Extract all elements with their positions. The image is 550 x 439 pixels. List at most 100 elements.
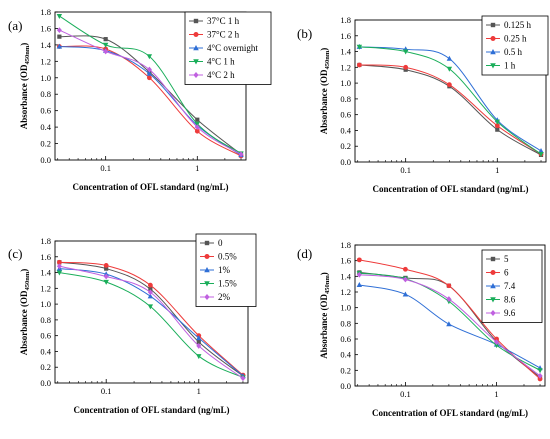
x-tick-label: 0.1 xyxy=(100,163,111,173)
data-point xyxy=(356,282,363,288)
legend-swatch-marker xyxy=(490,36,496,41)
data-point xyxy=(356,62,362,68)
data-point xyxy=(56,27,62,33)
y-tick-label: 0.0 xyxy=(340,157,351,167)
legend-swatch-marker xyxy=(193,59,199,65)
data-point xyxy=(240,375,246,382)
x-tick-label: 1 xyxy=(495,165,499,175)
y-tick-label: 1.4 xyxy=(40,40,51,50)
y-tick-label: 1.8 xyxy=(40,236,51,246)
chart-panel-4: (d) 0.0 0.2 0.4 0.6 0.8 1.0 1.2 1.4 1.6 1.8 0.1 1 Con… xyxy=(297,240,546,418)
legend-swatch-marker xyxy=(490,49,496,55)
y-tick-label: 0.4 xyxy=(40,346,51,356)
y-tick-label: 0.8 xyxy=(340,318,351,328)
legend-label: 4°C overnight xyxy=(207,43,258,53)
data-point xyxy=(493,343,500,349)
data-point xyxy=(446,82,452,88)
legend-swatch-marker xyxy=(490,256,496,262)
data-point xyxy=(538,148,544,154)
data-point xyxy=(194,128,200,134)
y-tick-label: 1.6 xyxy=(340,256,351,266)
data-point xyxy=(494,339,500,346)
data-point xyxy=(103,263,109,268)
y-axis-title: Absorbance (OD450nm) xyxy=(319,48,331,135)
y-tick-label: 1.4 xyxy=(340,47,351,57)
x-tick-label: 0.1 xyxy=(400,165,411,175)
legend-label: 9.6 xyxy=(504,308,516,318)
data-point xyxy=(494,123,500,129)
y-tick-label: 1.8 xyxy=(340,15,351,25)
legend-swatch-marker xyxy=(204,281,210,287)
legend-swatch-marker xyxy=(490,310,496,316)
x-axis-title: Concentration of OFL standard (ng/mL) xyxy=(372,408,528,418)
data-point xyxy=(356,257,362,263)
panel-label: (d) xyxy=(297,246,312,261)
legend-swatch-marker xyxy=(204,254,210,259)
data-point xyxy=(494,336,499,342)
y-tick-label: 1.0 xyxy=(40,73,51,83)
data-point xyxy=(56,263,62,270)
y-axis-title: Absorbance (OD450nm) xyxy=(19,269,31,356)
y-axis-title: Absorbance (OD450nm) xyxy=(319,272,331,359)
data-point xyxy=(146,66,152,73)
y-tick-label: 0.0 xyxy=(40,378,51,388)
data-point xyxy=(446,66,453,72)
data-point xyxy=(537,368,543,374)
chart-panel-2: (b) 0.0 0.2 0.4 0.6 0.8 1.0 1.2 1.4 1.6 1.8 0.1 1 Con… xyxy=(297,15,549,194)
data-point xyxy=(147,289,153,296)
x-tick-label: 1 xyxy=(494,389,498,399)
y-tick-label: 0.0 xyxy=(340,381,351,391)
y-tick-label: 1.6 xyxy=(340,31,351,41)
data-point xyxy=(103,37,108,42)
x-axis-title: Concentration of OFL standard (ng/mL) xyxy=(72,182,228,192)
legend-swatch-marker xyxy=(490,297,496,303)
data-point xyxy=(402,266,408,272)
y-tick-label: 0.4 xyxy=(340,350,351,360)
x-tick-label: 0.1 xyxy=(400,389,411,399)
data-point xyxy=(196,343,202,349)
data-point xyxy=(148,287,153,292)
series-line-1 xyxy=(359,64,542,156)
legend-label: 8.6 xyxy=(504,295,516,305)
data-point xyxy=(104,266,109,271)
y-tick-label: 0.6 xyxy=(340,334,351,344)
legend-label: 6 xyxy=(504,268,509,278)
data-point xyxy=(103,48,109,55)
y-tick-label: 1.4 xyxy=(340,271,351,281)
y-tick-label: 0.8 xyxy=(340,94,351,104)
y-tick-label: 1.6 xyxy=(40,23,51,33)
y-tick-label: 0.2 xyxy=(40,139,51,149)
legend-swatch-marker xyxy=(490,63,496,69)
x-axis-title: Concentration of OFL standard (ng/mL) xyxy=(372,184,528,194)
data-point xyxy=(238,151,244,158)
data-point xyxy=(356,271,362,278)
y-tick-label: 0.6 xyxy=(340,110,351,120)
legend-label: 1% xyxy=(218,265,231,275)
y-tick-label: 1.8 xyxy=(40,7,51,17)
chart-panel-3: (c) 0.0 0.2 0.4 0.6 0.8 1.0 1.2 1.4 1.6 1.8 0.1 1 Con… xyxy=(8,233,257,415)
data-point xyxy=(446,283,452,289)
data-point xyxy=(446,296,452,302)
y-tick-label: 1.2 xyxy=(40,56,51,66)
y-tick-label: 1.0 xyxy=(340,78,351,88)
legend-label: 7.4 xyxy=(504,281,516,291)
legend-label: 1.5% xyxy=(218,279,237,289)
y-tick-label: 0.8 xyxy=(40,89,51,99)
data-point xyxy=(195,117,200,122)
y-tick-label: 0.8 xyxy=(40,315,51,325)
legend-swatch-marker xyxy=(193,18,199,24)
data-point xyxy=(446,55,453,61)
plot-frame xyxy=(354,19,547,163)
legend-swatch-marker xyxy=(193,32,199,37)
data-point xyxy=(537,372,543,379)
data-point xyxy=(403,64,409,70)
panel-label: (a) xyxy=(8,18,22,33)
data-point xyxy=(494,119,500,125)
data-point xyxy=(146,70,153,76)
data-point xyxy=(402,291,409,297)
x-tick-label: 1 xyxy=(197,386,201,396)
legend-label: 4°C 1 h xyxy=(207,57,235,67)
data-point xyxy=(102,42,109,48)
data-point xyxy=(147,293,154,299)
